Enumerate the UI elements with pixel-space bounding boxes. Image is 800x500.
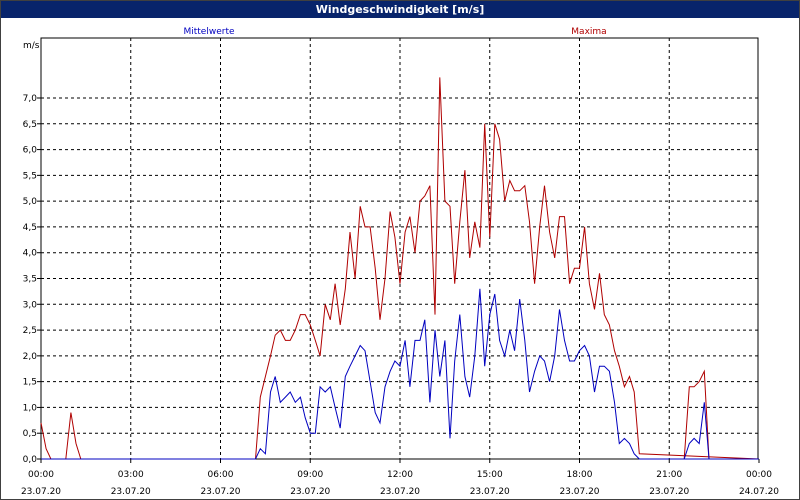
data-series <box>40 77 760 460</box>
y-tick-label: 3,0 <box>23 300 38 310</box>
x-tick-label-date: 23.07.20 <box>290 487 330 497</box>
x-tick-label-time: 00:00 <box>746 470 772 480</box>
y-tick-label: 5,5 <box>23 171 37 181</box>
x-tick-label-time: 21:00 <box>656 470 682 480</box>
y-tick-label: 2,5 <box>23 326 37 336</box>
y-tick-label: 1,0 <box>23 403 38 413</box>
y-tick-label: 6,0 <box>23 146 38 156</box>
x-tick-label-time: 09:00 <box>297 470 323 480</box>
series-line-maxima <box>40 77 760 460</box>
y-tick-label: 4,0 <box>23 249 38 259</box>
y-tick-label: 0,5 <box>23 429 37 439</box>
series-line-mittelwerte <box>41 288 759 460</box>
x-tick-label-date: 23.07.20 <box>200 487 240 497</box>
legend-mittelwerte: Mittelwerte <box>183 27 234 37</box>
series-line-mittelwerte <box>669 402 759 460</box>
x-tick-label-date: 23.07.20 <box>111 487 151 497</box>
x-tick-label-date: 23.07.20 <box>470 487 510 497</box>
x-tick-label-time: 06:00 <box>208 470 234 480</box>
y-tick-label: 5,0 <box>23 197 38 207</box>
y-tick-label: 7,0 <box>23 94 38 104</box>
y-tick-label: 3,5 <box>23 275 37 285</box>
x-tick-label-date: 23.07.20 <box>380 487 420 497</box>
y-tick-label: 1,5 <box>23 378 37 388</box>
y-tick-label: 4,5 <box>23 223 37 233</box>
grid-lines <box>41 38 758 459</box>
y-tick-label: 0,0 <box>23 455 38 465</box>
y-tick-label: 2,0 <box>23 352 38 362</box>
window-title: Windgeschwindigkeit [m/s] <box>1 1 799 18</box>
x-tick-label-date: 23.07.20 <box>21 487 61 497</box>
x-axis: 00:00 23.07.20 03:00 23.07.20 06:00 23.07.20 0… <box>21 459 779 497</box>
x-tick-label-time: 15:00 <box>477 470 503 480</box>
x-tick-label-date: 23.07.20 <box>559 487 599 497</box>
legend-maxima: Maxima <box>571 27 606 37</box>
y-axis: 0,0 0,5 1,0 1,5 2,0 2,5 3,0 3,5 4,0 4,5 5,0 5,5 6,0 6… <box>23 94 41 465</box>
y-tick-label: 6,5 <box>23 120 37 130</box>
x-tick-label-date: 23.07.20 <box>649 487 689 497</box>
x-tick-label-time: 00:00 <box>28 470 54 480</box>
x-tick-label-date: 24.07.20 <box>739 487 779 497</box>
line-chart: 0,0 0,5 1,0 1,5 2,0 2,5 3,0 3,5 4,0 4,5 5,0 5,5 6,0 6… <box>21 27 779 497</box>
x-tick-label-time: 12:00 <box>387 470 413 480</box>
y-axis-label: m/s <box>23 41 40 51</box>
x-tick-label-time: 18:00 <box>567 470 593 480</box>
x-tick-label-time: 03:00 <box>118 470 144 480</box>
